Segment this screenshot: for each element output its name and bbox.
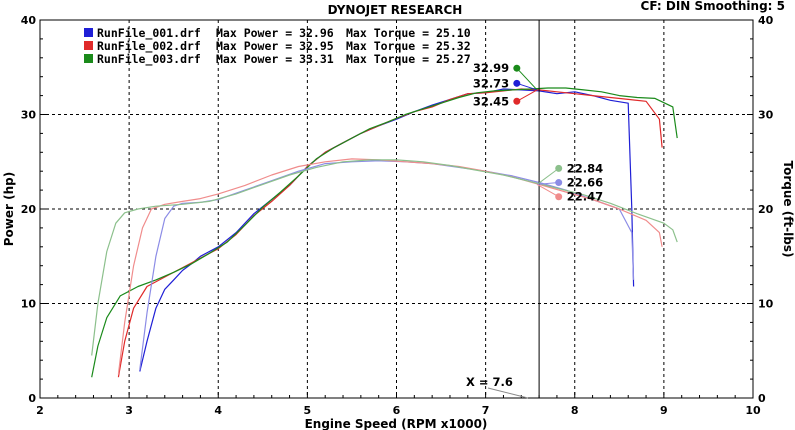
x-tick-label: 7 [482, 404, 490, 417]
y2-axis-label: Torque (ft-lbs) [781, 161, 795, 258]
y-tick-label: 40 [21, 14, 37, 27]
x-axis-label: Engine Speed (RPM x1000) [305, 417, 488, 430]
x-tick-label: 4 [214, 404, 222, 417]
y2-tick-label: 20 [758, 203, 774, 216]
power-marker-leader [516, 82, 538, 91]
legend-swatch-run2 [84, 41, 93, 50]
power-marker-dot [513, 79, 521, 87]
series-layer [91, 87, 678, 378]
legend-max-torque: Max Torque = 25.27 [346, 52, 471, 66]
y-axis-label: Power (hp) [2, 172, 16, 246]
x-tick-label: 10 [745, 404, 761, 417]
x-tick-label: 2 [36, 404, 44, 417]
y-tick-label: 10 [21, 298, 37, 311]
chart-title: DYNOJET RESEARCH [328, 3, 463, 17]
legend-entry: RunFile_001.drf Max Power = 32.96 Max To… [84, 26, 471, 41]
y-tick-label: 0 [28, 392, 36, 405]
x-tick-label: 5 [304, 404, 312, 417]
power-marker-value: 32.73 [473, 76, 509, 90]
legend-max-torque: Max Torque = 25.32 [346, 39, 471, 53]
y2-tick-label: 40 [758, 14, 774, 27]
settings-label: CF: DIN Smoothing: 5 [641, 0, 785, 13]
x-tick-label: 8 [571, 404, 579, 417]
power-marker-dot [513, 64, 521, 72]
legend-swatch-run3 [84, 54, 93, 63]
legend-file: RunFile_003.drf [97, 52, 201, 67]
legend-swatch-run1 [84, 28, 93, 37]
series-line-torque-2 [117, 158, 663, 375]
torque-marker-value: 22.47 [567, 190, 603, 204]
legend-file: RunFile_002.drf [97, 39, 201, 54]
x-axis-ticks: 2 3 4 5 6 7 8 9 10 [36, 392, 761, 417]
legend-max-torque: Max Torque = 25.10 [346, 26, 471, 40]
legend-entry: RunFile_003.drf Max Power = 33.31 Max To… [84, 52, 471, 67]
legend: RunFile_001.drf Max Power = 32.96 Max To… [84, 26, 471, 67]
cursor-leader-line [487, 387, 529, 399]
legend-entry: RunFile_002.drf Max Power = 32.95 Max To… [84, 39, 471, 54]
power-marker-leader [516, 89, 538, 102]
torque-marker-leader [536, 167, 560, 185]
legend-file: RunFile_001.drf [97, 26, 201, 41]
legend-max-power: Max Power = 32.95 [216, 39, 334, 53]
series-line-power-3 [91, 87, 678, 378]
legend-max-power: Max Power = 33.31 [216, 52, 334, 66]
y2-tick-label: 10 [758, 298, 774, 311]
y2-tick-label: 30 [758, 109, 774, 122]
y2-tick-label: 0 [758, 392, 766, 405]
x-tick-label: 9 [660, 404, 668, 417]
x-tick-label: 3 [125, 404, 133, 417]
torque-marker-value: 22.84 [567, 161, 603, 175]
torque-marker-leader [536, 183, 559, 198]
grid-lines [40, 20, 753, 398]
torque-marker-dot [555, 164, 563, 172]
y-axis-ticks: 0 10 20 30 40 [21, 14, 46, 405]
power-marker-value: 32.45 [473, 94, 509, 108]
y-tick-label: 20 [21, 203, 37, 216]
cursor-readout: X = 7.6 [466, 375, 513, 389]
torque-marker-value: 22.66 [567, 176, 603, 190]
legend-max-power: Max Power = 32.96 [216, 26, 334, 40]
y2-axis-ticks: 0 10 20 30 40 [747, 14, 774, 405]
torque-marker-leader [537, 182, 559, 185]
torque-marker-dot [555, 193, 563, 201]
y-tick-label: 30 [21, 109, 37, 122]
power-marker-value: 32.99 [473, 61, 509, 75]
series-line-torque-3 [91, 159, 678, 356]
power-marker-leader [516, 67, 538, 91]
torque-marker-dot [555, 179, 563, 187]
x-tick-label: 6 [393, 404, 401, 417]
power-marker-dot [513, 97, 521, 105]
